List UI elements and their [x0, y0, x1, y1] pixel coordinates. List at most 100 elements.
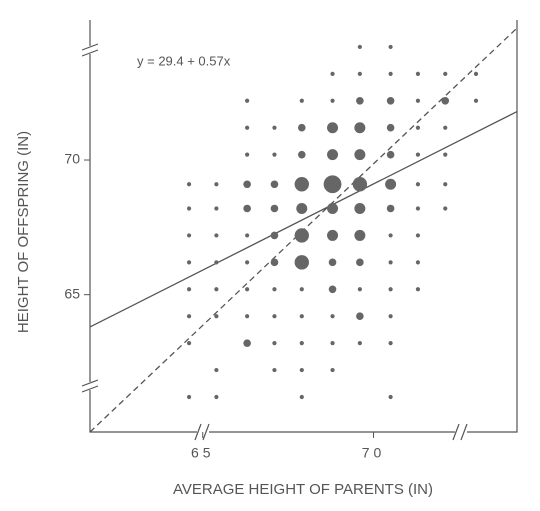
- bubble: [443, 182, 448, 187]
- equation: y = 29.4 + 0.57x: [137, 53, 231, 68]
- bubble: [357, 341, 362, 346]
- bubble: [272, 287, 277, 292]
- bubble: [243, 180, 251, 189]
- bubble: [441, 96, 450, 105]
- bubble: [473, 98, 479, 103]
- bubble: [214, 314, 219, 319]
- bubble: [356, 258, 364, 267]
- bubble: [245, 98, 250, 103]
- bubble: [415, 206, 421, 211]
- bubble: [415, 287, 421, 292]
- bubble: [388, 44, 393, 50]
- bubble: [272, 125, 277, 130]
- bubble: [386, 96, 395, 105]
- bubble: [272, 367, 277, 373]
- y-tick-label: 65: [64, 285, 80, 301]
- bubble: [214, 206, 219, 211]
- bubble: [328, 258, 337, 267]
- bubble: [328, 285, 337, 294]
- bubble: [388, 287, 393, 292]
- bubble: [294, 255, 309, 270]
- bubble: [388, 394, 393, 400]
- bubble: [243, 339, 251, 347]
- bubble: [473, 71, 479, 76]
- bubble: [214, 233, 219, 238]
- bubble: [245, 287, 250, 292]
- bubble: [443, 152, 448, 157]
- bubble: [299, 314, 304, 319]
- bubble: [386, 123, 395, 132]
- bubble: [327, 122, 339, 134]
- x-tick-label: 65: [191, 445, 215, 461]
- bubble: [357, 287, 362, 292]
- bubble: [323, 175, 342, 194]
- bubble: [299, 341, 304, 346]
- bubble: [245, 314, 250, 319]
- bubble: [214, 260, 219, 265]
- bubble: [186, 394, 192, 400]
- bubble: [186, 341, 192, 346]
- bubble: [296, 202, 308, 214]
- bubble: [354, 122, 366, 134]
- bubble: [299, 98, 304, 103]
- x-axis-label: AVERAGE HEIGHT OF PARENTS (IN): [173, 481, 433, 498]
- bubble: [386, 150, 395, 159]
- bubble: [272, 341, 277, 346]
- bubble: [356, 96, 364, 105]
- axis-break: [194, 423, 210, 441]
- bubble: [388, 71, 393, 76]
- bubble: [272, 152, 277, 157]
- bubble: [245, 260, 250, 265]
- bubble: [388, 314, 393, 319]
- bubble: [327, 229, 339, 241]
- bubble: [352, 177, 368, 192]
- bubble: [299, 394, 304, 400]
- axis-break-gap: [84, 46, 96, 54]
- bubble: [327, 202, 339, 214]
- axis-frame: [89, 20, 518, 433]
- bubble: [297, 150, 306, 159]
- bubble: [386, 204, 395, 213]
- bubble: [357, 44, 362, 50]
- bubble: [294, 228, 309, 243]
- x-tick-label: 70: [362, 445, 386, 461]
- bubble: [299, 287, 304, 292]
- bubble: [415, 71, 421, 76]
- bubble: [354, 229, 366, 241]
- bubble: [415, 125, 421, 130]
- bubble: [415, 98, 421, 103]
- bubble: [186, 182, 192, 187]
- axis-break: [452, 423, 468, 441]
- bubble: [186, 260, 192, 265]
- fit-line: [89, 110, 518, 328]
- bubble: [354, 202, 366, 214]
- bubble: [214, 182, 219, 187]
- bubble: [388, 260, 393, 265]
- bubble: [186, 314, 192, 319]
- bubble: [388, 341, 393, 346]
- bubble: [443, 206, 448, 211]
- bubble: [327, 149, 339, 161]
- bubble: [272, 314, 277, 319]
- bubble: [299, 367, 304, 373]
- bubble: [388, 233, 393, 238]
- bubble: [186, 206, 192, 211]
- bubble: [245, 152, 250, 157]
- bubble: [214, 287, 219, 292]
- bubble: [415, 260, 421, 265]
- bubble: [415, 152, 421, 157]
- bubble: [245, 125, 250, 130]
- y-axis-label: HEIGHT OF OFFSPRING (IN): [15, 131, 32, 333]
- axis-break: [81, 43, 99, 57]
- axis-break-gap: [84, 382, 96, 390]
- bubble: [294, 177, 309, 192]
- bubble: [330, 314, 335, 319]
- bubble: [270, 258, 279, 267]
- axis-break: [81, 379, 99, 393]
- bubble: [385, 178, 397, 190]
- bubble: [186, 233, 192, 238]
- bubble: [297, 123, 306, 132]
- bubble: [415, 233, 421, 238]
- bubble: [354, 149, 366, 161]
